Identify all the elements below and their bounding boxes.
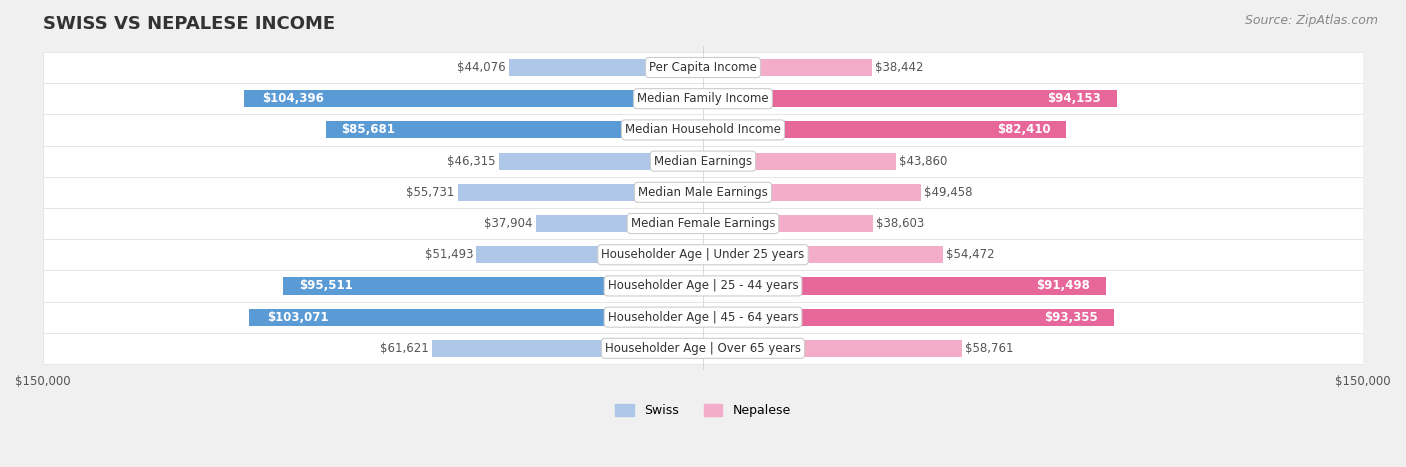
Text: $61,621: $61,621: [380, 342, 429, 355]
Text: $95,511: $95,511: [299, 279, 353, 292]
Bar: [703, 59, 872, 76]
Text: $38,603: $38,603: [876, 217, 925, 230]
Text: $43,860: $43,860: [900, 155, 948, 168]
Bar: [703, 184, 921, 201]
Text: SWISS VS NEPALESE INCOME: SWISS VS NEPALESE INCOME: [42, 15, 335, 33]
Text: $104,396: $104,396: [262, 92, 323, 105]
Legend: Swiss, Nepalese: Swiss, Nepalese: [610, 399, 796, 422]
Bar: [42, 333, 1364, 364]
Bar: [283, 277, 703, 295]
Bar: [499, 153, 703, 170]
Text: Median Male Earnings: Median Male Earnings: [638, 186, 768, 199]
Text: $93,355: $93,355: [1043, 311, 1098, 324]
Text: $94,153: $94,153: [1047, 92, 1101, 105]
Bar: [477, 246, 703, 263]
Text: $46,315: $46,315: [447, 155, 496, 168]
Bar: [42, 270, 1364, 302]
Bar: [243, 90, 703, 107]
Text: Householder Age | 45 - 64 years: Householder Age | 45 - 64 years: [607, 311, 799, 324]
Bar: [703, 121, 1066, 139]
Text: $49,458: $49,458: [924, 186, 973, 199]
Text: Householder Age | Over 65 years: Householder Age | Over 65 years: [605, 342, 801, 355]
Bar: [42, 52, 1364, 83]
Text: $44,076: $44,076: [457, 61, 506, 74]
Text: $51,493: $51,493: [425, 248, 472, 261]
Bar: [42, 114, 1364, 146]
Bar: [703, 277, 1105, 295]
Bar: [42, 302, 1364, 333]
Text: $103,071: $103,071: [267, 311, 329, 324]
Bar: [703, 340, 962, 357]
Text: $85,681: $85,681: [342, 123, 395, 136]
Text: $55,731: $55,731: [406, 186, 454, 199]
Bar: [509, 59, 703, 76]
Bar: [42, 83, 1364, 114]
Bar: [42, 208, 1364, 239]
Bar: [703, 153, 896, 170]
Text: Median Earnings: Median Earnings: [654, 155, 752, 168]
Bar: [42, 177, 1364, 208]
Bar: [42, 239, 1364, 270]
Text: $37,904: $37,904: [485, 217, 533, 230]
Text: Median Household Income: Median Household Income: [626, 123, 780, 136]
Text: $82,410: $82,410: [998, 123, 1052, 136]
Bar: [42, 146, 1364, 177]
Text: Per Capita Income: Per Capita Income: [650, 61, 756, 74]
Bar: [432, 340, 703, 357]
Text: Householder Age | Under 25 years: Householder Age | Under 25 years: [602, 248, 804, 261]
Text: $54,472: $54,472: [946, 248, 994, 261]
Bar: [703, 246, 943, 263]
Text: Source: ZipAtlas.com: Source: ZipAtlas.com: [1244, 14, 1378, 27]
Bar: [536, 215, 703, 232]
Text: Householder Age | 25 - 44 years: Householder Age | 25 - 44 years: [607, 279, 799, 292]
Bar: [703, 309, 1114, 325]
Text: $58,761: $58,761: [965, 342, 1014, 355]
Text: $91,498: $91,498: [1036, 279, 1090, 292]
Bar: [249, 309, 703, 325]
Bar: [703, 215, 873, 232]
Text: $38,442: $38,442: [876, 61, 924, 74]
Bar: [458, 184, 703, 201]
Bar: [703, 90, 1118, 107]
Bar: [326, 121, 703, 139]
Text: Median Female Earnings: Median Female Earnings: [631, 217, 775, 230]
Text: Median Family Income: Median Family Income: [637, 92, 769, 105]
